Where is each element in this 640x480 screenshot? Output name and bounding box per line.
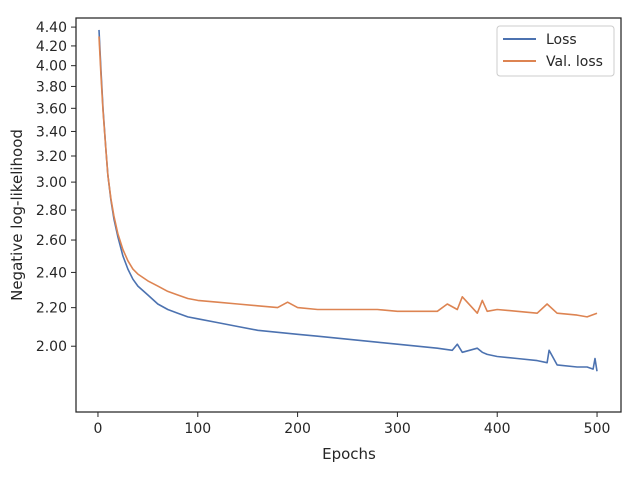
plot-frame: [75, 17, 622, 413]
y-axis-ticks: 2.00 2.20 2.40 2.60 2.80 3.00 3.20 3.40 3.60 3.80…: [36, 20, 76, 355]
legend-label-val-loss: Val. loss: [546, 54, 603, 70]
legend: Loss Val. loss: [496, 25, 615, 77]
x-tick-label: 500: [584, 421, 611, 437]
x-axis-ticks: 0 100 200 300 400 500: [93, 412, 610, 437]
y-tick-label: 4.40: [36, 20, 67, 36]
series-line-loss: [98, 29, 598, 372]
legend-label-loss: Loss: [546, 32, 577, 48]
x-tick-label: 100: [184, 421, 211, 437]
plot-lines: [98, 29, 598, 372]
y-tick-label: 4.20: [36, 39, 67, 55]
x-tick-label: 400: [484, 421, 511, 437]
y-tick-label: 3.80: [36, 79, 67, 95]
y-tick-label: 3.00: [36, 175, 67, 191]
y-tick-label: 2.00: [36, 339, 67, 355]
y-tick-label: 2.60: [36, 233, 67, 249]
x-axis-label: Epochs: [322, 445, 376, 463]
x-tick-label: 0: [93, 421, 102, 437]
y-tick-label: 2.40: [36, 265, 67, 281]
y-tick-label: 2.80: [36, 203, 67, 219]
x-tick-label: 300: [384, 421, 411, 437]
x-tick-label: 200: [284, 421, 311, 437]
y-tick-label: 3.40: [36, 124, 67, 140]
series-line-val-loss: [98, 36, 598, 318]
y-tick-label: 3.20: [36, 149, 67, 165]
y-axis-label: Negative log-likelihood: [8, 129, 26, 301]
y-tick-label: 3.60: [36, 101, 67, 117]
y-tick-label: 4.00: [36, 59, 67, 75]
y-tick-label: 2.20: [36, 301, 67, 317]
